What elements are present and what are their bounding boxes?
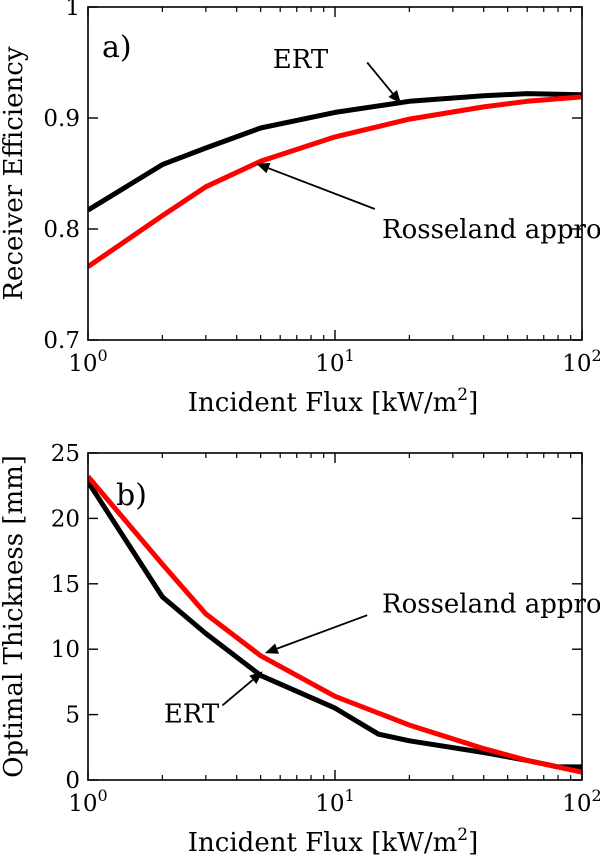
x-tick-label: 101 bbox=[315, 786, 354, 817]
x-tick-label: 101 bbox=[315, 346, 354, 377]
rosseland-annotation-arrow-head bbox=[256, 163, 271, 174]
x-tick-exponent: 2 bbox=[592, 786, 600, 805]
x-axis-label-text: Incident Flux [kW/m bbox=[188, 828, 457, 858]
x-axis-label: Incident Flux [kW/m2] bbox=[188, 825, 478, 858]
x-tick-exponent: 2 bbox=[592, 346, 600, 365]
y-tick-label: 0.7 bbox=[43, 328, 80, 354]
rosseland-series-line bbox=[88, 474, 582, 775]
y-tick-label: 10 bbox=[51, 637, 80, 663]
x-tick-base: 10 bbox=[68, 351, 97, 377]
x-axis-label-text: Incident Flux [kW/m bbox=[188, 388, 457, 418]
ert-annotation-arrow-head bbox=[249, 671, 263, 685]
x-tick-label: 102 bbox=[562, 346, 600, 377]
x-tick-base: 10 bbox=[315, 791, 344, 817]
x-tick-label: 100 bbox=[68, 346, 107, 377]
ert-annotation-arrow-head bbox=[388, 90, 401, 104]
panel-label: b) bbox=[116, 478, 147, 513]
axes-box bbox=[87, 6, 583, 341]
series-group bbox=[88, 91, 582, 269]
ert-annotation-label: ERT bbox=[164, 699, 220, 729]
rosseland-annotation-arrow-shaft bbox=[276, 614, 368, 650]
x-tick-label: 100 bbox=[68, 786, 107, 817]
x-tick-base: 10 bbox=[562, 351, 591, 377]
y-tick-label: 0.9 bbox=[43, 106, 80, 132]
rosseland-annotation-label: Rosseland approx. bbox=[382, 589, 600, 619]
x-tick-exponent: 1 bbox=[345, 346, 355, 365]
axes-box bbox=[87, 452, 583, 781]
rosseland-annotation-arrow-head bbox=[264, 643, 279, 654]
y-tick-label: 5 bbox=[65, 703, 80, 729]
y-tick-label: 20 bbox=[51, 506, 80, 532]
x-axis-label-superscript: 2 bbox=[457, 825, 468, 845]
x-tick-base: 10 bbox=[68, 791, 97, 817]
y-tick-label: 1 bbox=[65, 0, 80, 21]
x-axis-label-bracket: ] bbox=[468, 388, 478, 418]
ert-annotation-arrow-shaft bbox=[221, 679, 254, 707]
y-tick-label: 15 bbox=[51, 572, 80, 598]
y-tick-label: 0.8 bbox=[43, 217, 80, 243]
x-axis-label: Incident Flux [kW/m2] bbox=[188, 385, 478, 418]
ert-annotation-label: ERT bbox=[273, 45, 329, 75]
y-tick-label: 0 bbox=[65, 768, 80, 794]
rosseland-annotation-arrow-shaft bbox=[268, 167, 376, 210]
ert-annotation-arrow-shaft bbox=[366, 61, 394, 95]
y-tick-label: 25 bbox=[51, 441, 80, 467]
panel-label: a) bbox=[102, 30, 132, 65]
series-group bbox=[88, 474, 582, 775]
rosseland-series-line bbox=[88, 94, 582, 269]
y-axis-label: Optimal Thickness [mm] bbox=[0, 455, 29, 778]
ert-series-line bbox=[88, 91, 582, 213]
x-tick-base: 10 bbox=[315, 351, 344, 377]
rosseland-annotation-label: Rosseland approx. bbox=[382, 215, 600, 245]
x-tick-exponent: 0 bbox=[98, 786, 108, 805]
x-tick-exponent: 0 bbox=[98, 346, 108, 365]
x-tick-label: 102 bbox=[562, 786, 600, 817]
x-axis-label-bracket: ] bbox=[468, 828, 478, 858]
x-tick-exponent: 1 bbox=[345, 786, 355, 805]
y-axis-label: Receiver Efficiency bbox=[0, 46, 29, 300]
x-axis-label-superscript: 2 bbox=[457, 385, 468, 405]
x-tick-base: 10 bbox=[562, 791, 591, 817]
